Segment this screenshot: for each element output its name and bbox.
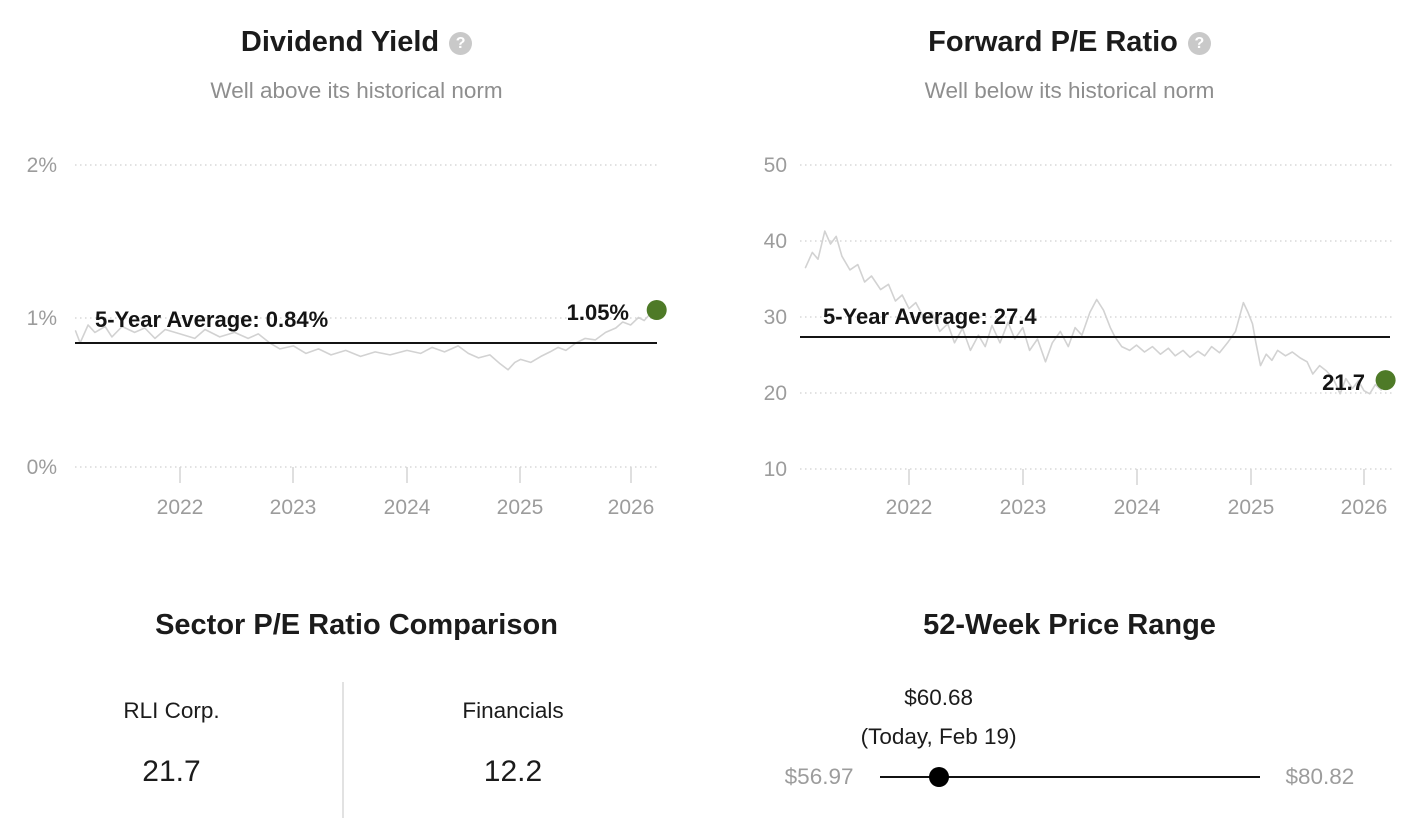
column-divider <box>342 682 344 818</box>
y-axis-labels: 50 40 30 20 10 <box>764 154 787 481</box>
range-low-label: $56.97 <box>784 764 854 789</box>
sector-pe-comparison-panel: Sector P/E Ratio Comparison RLI Corp. 21… <box>0 590 713 840</box>
dividend-yield-panel: Dividend Yield ? Well above its historic… <box>0 0 713 590</box>
y-tick-label: 0% <box>27 456 57 479</box>
x-tick-label: 2026 <box>608 496 655 519</box>
average-label: 5-Year Average: 0.84% <box>95 307 328 332</box>
x-tick-label: 2026 <box>1341 496 1388 519</box>
section-title: Sector P/E Ratio Comparison <box>155 609 558 641</box>
chart-title: Forward P/E Ratio <box>928 26 1178 58</box>
x-axis-labels: 2022 2023 2024 2025 2026 <box>157 496 655 519</box>
y-tick-label: 2% <box>27 154 57 177</box>
dividend-yield-header: Dividend Yield ? <box>0 24 713 60</box>
current-price-date: (Today, Feb 19) <box>860 724 1017 749</box>
x-tick-label: 2023 <box>270 496 317 519</box>
range-high-label: $80.82 <box>1285 764 1355 789</box>
y-tick-label: 40 <box>764 230 787 253</box>
dividend-yield-series-line <box>74 309 658 371</box>
forward-pe-chart: 50 40 30 20 10 2022 2023 2024 2025 2026 <box>764 154 1396 519</box>
average-label: 5-Year Average: 27.4 <box>823 304 1037 329</box>
current-price: $60.68 <box>904 685 974 710</box>
section-title: 52-Week Price Range <box>923 609 1216 641</box>
forward-pe-header: Forward P/E Ratio ? <box>713 24 1426 60</box>
column-value: 21.7 <box>142 755 201 788</box>
comparison-table: RLI Corp. 21.7 Financials 12.2 <box>0 590 713 840</box>
current-price-marker <box>928 767 949 787</box>
y-tick-label: 30 <box>764 306 787 329</box>
x-tickmarks <box>179 467 632 483</box>
x-tick-label: 2025 <box>1228 496 1275 519</box>
y-gridlines <box>800 164 1395 470</box>
column-label: Financials <box>462 698 564 723</box>
x-tick-label: 2024 <box>1114 496 1161 519</box>
dividend-yield-chart: 2% 1% 0% 2022 2023 2024 2025 2026 5-Year… <box>27 154 667 519</box>
x-tick-label: 2025 <box>497 496 544 519</box>
x-tickmarks <box>908 469 1365 485</box>
y-tick-label: 50 <box>764 154 787 177</box>
x-tick-label: 2022 <box>886 496 933 519</box>
column-value: 12.2 <box>483 755 543 788</box>
help-icon[interactable]: ? <box>1187 31 1211 55</box>
x-axis-labels: 2022 2023 2024 2025 2026 <box>886 496 1388 519</box>
current-price-callout: $60.68 (Today, Feb 19) <box>861 684 1017 751</box>
y-tick-label: 20 <box>764 382 787 405</box>
range-track <box>879 767 1260 787</box>
price-range-panel: 52-Week Price Range $60.68 (Today, Feb 1… <box>713 590 1426 840</box>
x-tick-label: 2022 <box>157 496 204 519</box>
y-tick-label: 10 <box>764 458 787 481</box>
forward-pe-panel: Forward P/E Ratio ? Well below its histo… <box>713 0 1426 590</box>
y-tick-label: 1% <box>27 307 57 330</box>
forward-pe-series-line <box>804 230 1387 395</box>
current-value-label: 21.7 <box>1322 370 1365 395</box>
current-value-dot <box>646 300 667 320</box>
chart-title: Dividend Yield <box>240 26 440 58</box>
y-axis-labels: 2% 1% 0% <box>27 154 57 479</box>
chart-subtitle: Well below its historical norm <box>924 78 1215 103</box>
column-label: RLI Corp. <box>123 698 220 723</box>
help-icon[interactable]: ? <box>449 31 473 55</box>
x-tick-label: 2024 <box>384 496 431 519</box>
chart-subtitle: Well above its historical norm <box>210 78 503 103</box>
x-tick-label: 2023 <box>1000 496 1047 519</box>
current-value-dot <box>1375 370 1396 391</box>
price-range-slider: $56.97 $80.82 <box>713 764 1426 790</box>
current-value-label: 1.05% <box>567 300 629 325</box>
